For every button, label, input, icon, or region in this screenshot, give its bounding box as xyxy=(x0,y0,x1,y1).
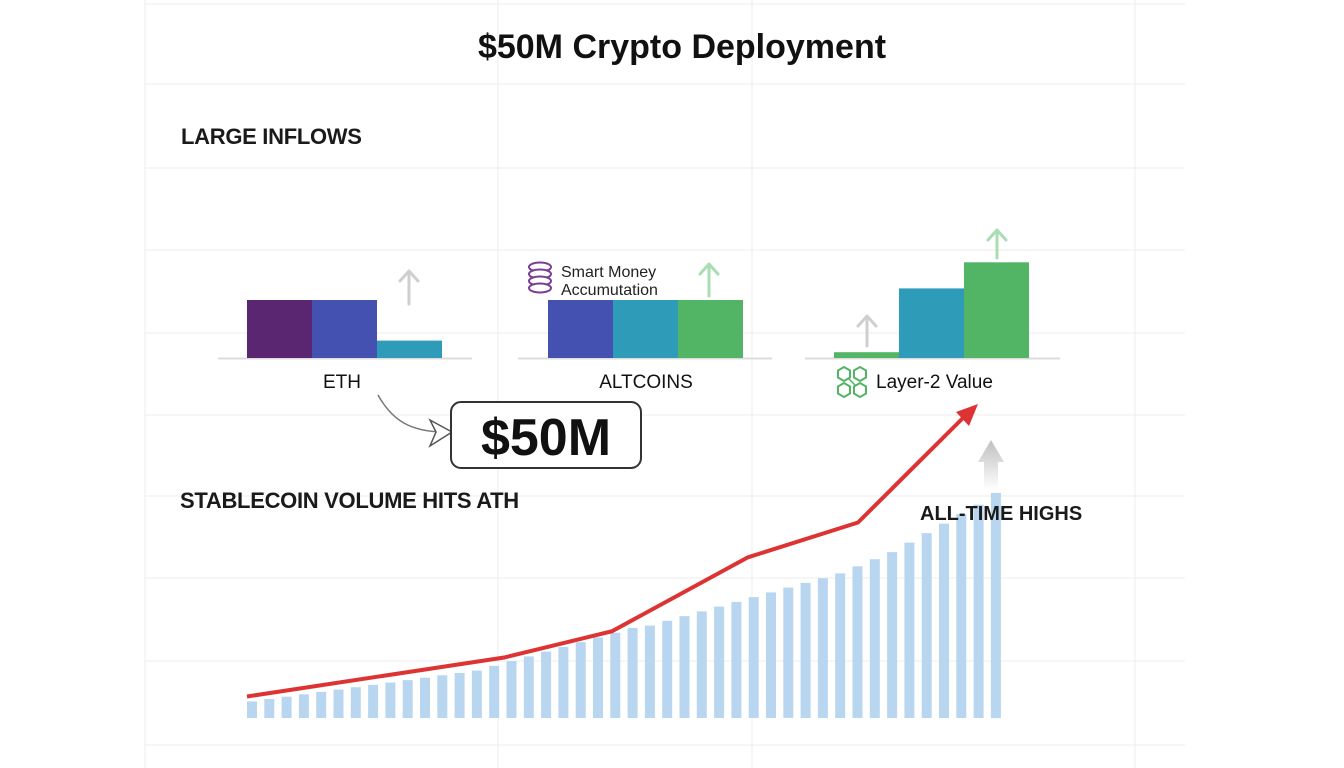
volume-bar xyxy=(437,675,448,718)
volume-bar xyxy=(247,701,257,718)
bar xyxy=(377,340,442,358)
callout-box xyxy=(450,401,642,469)
volume-bar xyxy=(973,504,984,718)
annotation-text: Accumutation xyxy=(561,282,658,299)
volume-bar xyxy=(731,601,742,718)
stablecoin-volume-bars xyxy=(247,492,1001,719)
bar-group-eth: ETH xyxy=(218,300,472,393)
volume-bar xyxy=(350,687,361,718)
volume-bar xyxy=(454,673,465,718)
volume-bar xyxy=(921,533,932,718)
network-link xyxy=(847,377,857,387)
bar xyxy=(899,288,964,358)
volume-bar xyxy=(766,592,776,718)
volume-bar xyxy=(610,632,621,718)
ath-label: ALL-TIME HIGHS xyxy=(920,503,1082,525)
volume-bar xyxy=(385,682,396,718)
bar xyxy=(247,300,312,358)
volume-bar xyxy=(644,625,655,718)
inflow-bar-groups: ETH ALTCOINS Layer-2 Value Smart MoneyAccum… xyxy=(218,228,1060,399)
volume-bar xyxy=(402,680,413,718)
section-label-stablecoin: STABLECOIN VOLUME HITS ATH xyxy=(180,488,519,513)
chart-title: $50M Crypto Deployment xyxy=(478,28,886,66)
trend-line-path xyxy=(246,406,975,699)
up-arrow-gray-icon xyxy=(398,269,420,306)
ath-faded-up-arrow-icon xyxy=(978,440,1004,490)
volume-bar xyxy=(800,582,811,718)
bar xyxy=(312,300,377,358)
group-label: ETH xyxy=(323,372,361,393)
group-label: ALTCOINS xyxy=(599,372,693,393)
volume-bar xyxy=(316,691,327,718)
trend-arrow-head-icon xyxy=(956,404,978,426)
volume-bar xyxy=(471,670,482,718)
volume-bar xyxy=(593,637,603,718)
volume-bar xyxy=(748,597,759,718)
volume-bar xyxy=(939,523,949,718)
bar xyxy=(548,300,613,358)
arrow-head xyxy=(398,269,420,283)
bar-group-layer-2-value: Layer-2 Value xyxy=(805,262,1060,399)
volume-bar xyxy=(852,566,863,718)
bar xyxy=(964,262,1029,358)
trend-line xyxy=(246,404,978,699)
arrow-head xyxy=(698,262,720,276)
arrow-head xyxy=(986,228,1008,242)
up-arrow-gray-icon xyxy=(856,314,878,348)
network-node xyxy=(837,365,851,383)
volume-bar xyxy=(264,699,275,718)
volume-bar xyxy=(679,616,690,718)
network-icon xyxy=(837,365,867,399)
callout-arrow-head-icon xyxy=(428,418,454,448)
network-node xyxy=(853,381,867,399)
bar xyxy=(678,300,743,358)
volume-bar xyxy=(541,651,552,718)
volume-bar xyxy=(990,492,1001,719)
volume-bar xyxy=(281,696,292,718)
volume-bar xyxy=(887,552,898,718)
bar xyxy=(613,300,678,358)
coin-layer xyxy=(528,282,552,294)
volume-bar xyxy=(869,559,880,718)
bar-group-altcoins: ALTCOINS xyxy=(518,300,772,393)
volume-bar xyxy=(904,542,915,718)
volume-bar xyxy=(696,611,707,718)
volume-bar xyxy=(835,573,846,718)
volume-bar xyxy=(627,627,638,718)
annotation-text: Smart Money xyxy=(561,264,656,281)
arrow-head xyxy=(856,314,878,328)
callout-value: $50M xyxy=(481,409,611,467)
coin-stack-icon xyxy=(528,261,552,294)
volume-bar xyxy=(714,606,725,718)
volume-bar xyxy=(783,587,794,718)
volume-bar xyxy=(523,656,534,718)
network-node xyxy=(837,381,851,399)
volume-bar xyxy=(662,620,673,718)
volume-bar xyxy=(506,661,517,718)
volume-bar xyxy=(956,514,967,718)
volume-bar xyxy=(817,578,828,718)
section-label-large-inflows: LARGE INFLOWS xyxy=(181,124,362,149)
volume-bar xyxy=(298,694,309,718)
volume-bar xyxy=(420,677,430,718)
up-arrow-green-icon xyxy=(698,262,720,298)
group-label: Layer-2 Value xyxy=(876,372,993,393)
network-node xyxy=(853,365,867,383)
volume-bar xyxy=(575,642,586,718)
volume-bar xyxy=(368,684,379,718)
volume-bar xyxy=(333,689,344,718)
volume-bar xyxy=(489,665,500,718)
volume-bar xyxy=(558,646,569,718)
bar xyxy=(834,352,899,358)
up-arrow-green-icon xyxy=(986,228,1008,260)
